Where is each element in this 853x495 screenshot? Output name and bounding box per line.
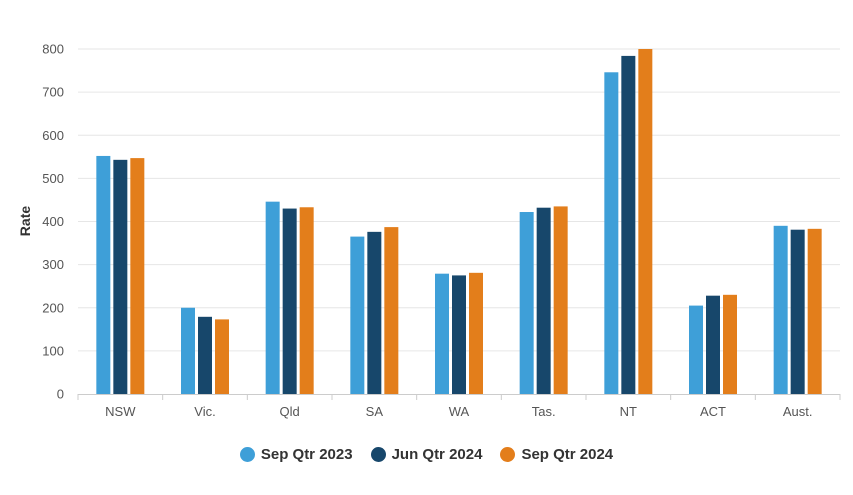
legend-label: Sep Qtr 2024 [521, 445, 614, 463]
y-axis-ticks: 0 100 200 300 400 500 600 700 800 [42, 42, 64, 402]
bar-tas-series-0[interactable] [519, 212, 534, 394]
legend-label: Sep Qtr 2023 [260, 445, 353, 463]
bar-nt-series-2[interactable] [638, 49, 653, 394]
legend-swatch-icon [239, 446, 255, 462]
bar-sa-series-1[interactable] [367, 231, 382, 394]
x-tick-label: Aust. [783, 404, 813, 419]
bar-qld-series-0[interactable] [265, 201, 280, 394]
bars [96, 49, 822, 395]
bar-wa-series-0[interactable] [435, 273, 449, 394]
bar-nsw-series-0[interactable] [96, 155, 111, 394]
bar-vic-series-0[interactable] [181, 307, 195, 394]
bar-nt-series-1[interactable] [621, 55, 636, 395]
bar-vic-series-1[interactable] [198, 316, 212, 394]
y-tick-label: 300 [42, 257, 64, 272]
legend-label: Jun Qtr 2024 [391, 445, 483, 463]
x-tick-label: Vic. [194, 404, 215, 419]
bar-aust-series-2[interactable] [807, 228, 822, 394]
y-tick-label: 0 [57, 387, 64, 402]
bar-vic-series-2[interactable] [215, 319, 229, 394]
x-tick-label: Qld [280, 404, 300, 419]
legend-item-series-1[interactable]: Jun Qtr 2024 [370, 445, 483, 463]
bar-wa-series-2[interactable] [469, 272, 483, 394]
bar-tas-series-2[interactable] [553, 206, 568, 394]
bar-qld-series-1[interactable] [282, 208, 297, 394]
bar-wa-series-1[interactable] [452, 275, 466, 394]
x-tick-label: NSW [105, 404, 136, 419]
x-tick-label: WA [449, 404, 470, 419]
y-tick-label: 800 [42, 42, 64, 57]
legend-swatch-icon [370, 446, 386, 462]
bar-sa-series-2[interactable] [384, 227, 399, 394]
x-axis-ticks: NSW Vic. Qld SA WA Tas. NT ACT Aust. [77, 394, 841, 419]
bar-aust-series-1[interactable] [790, 229, 805, 394]
y-axis-title: Rate [17, 206, 33, 237]
bar-act-series-0[interactable] [689, 305, 703, 394]
y-tick-label: 100 [42, 343, 64, 358]
y-tick-label: 600 [42, 128, 64, 143]
bar-sa-series-0[interactable] [350, 236, 365, 394]
bar-aust-series-0[interactable] [773, 225, 788, 394]
legend-item-series-0[interactable]: Sep Qtr 2023 [239, 445, 353, 463]
bar-act-series-1[interactable] [706, 295, 720, 394]
y-tick-label: 500 [42, 171, 64, 186]
x-tick-label: ACT [700, 404, 726, 419]
legend-item-series-2[interactable]: Sep Qtr 2024 [500, 446, 613, 463]
y-tick-label: 200 [42, 300, 64, 315]
y-tick-label: 400 [42, 214, 64, 229]
gridlines [78, 48, 840, 352]
bar-nt-series-0[interactable] [604, 72, 619, 394]
bar-nsw-series-1[interactable] [113, 159, 128, 394]
y-tick-label: 700 [42, 85, 64, 100]
x-tick-label: Tas. [532, 404, 556, 419]
bar-tas-series-1[interactable] [536, 207, 551, 394]
bar-act-series-2[interactable] [723, 294, 737, 394]
bar-qld-series-2[interactable] [299, 207, 314, 394]
legend-swatch-icon [500, 446, 516, 462]
x-tick-label: SA [366, 404, 384, 419]
x-tick-label: NT [620, 404, 637, 419]
bar-nsw-series-2[interactable] [130, 158, 145, 394]
legend: Sep Qtr 2023 Jun Qtr 2024 Sep Qtr 2024 [0, 442, 853, 466]
